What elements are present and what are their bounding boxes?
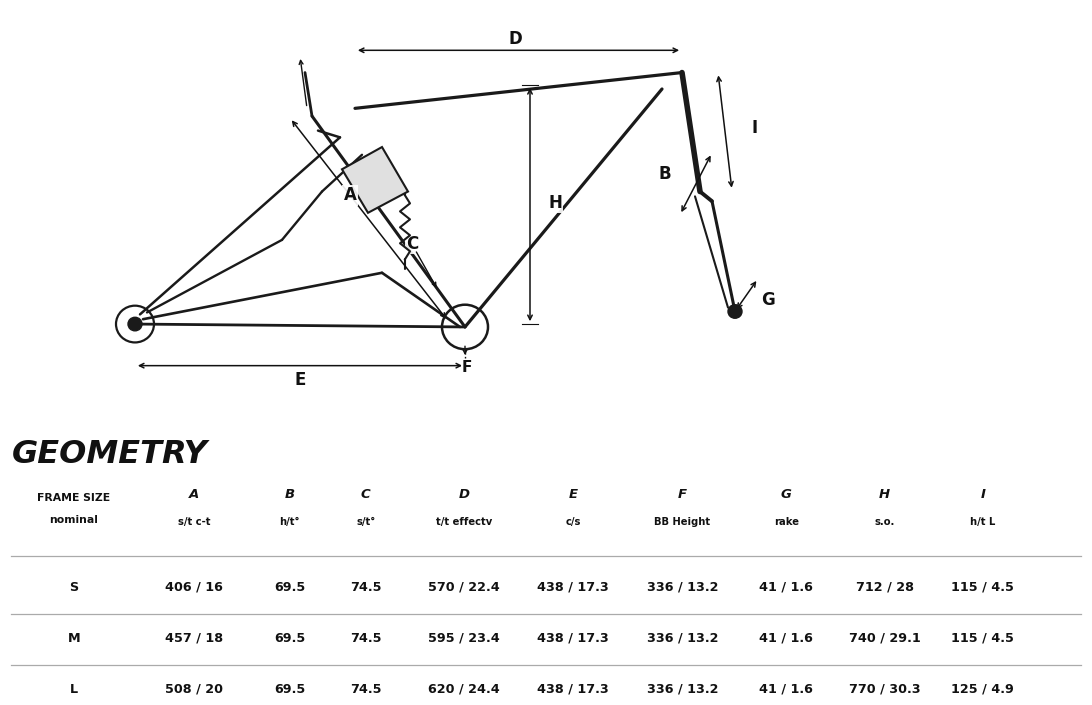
Text: 41 / 1.6: 41 / 1.6: [759, 581, 814, 594]
Text: D: D: [508, 30, 522, 48]
Text: 69.5: 69.5: [274, 632, 305, 645]
Text: s/t°: s/t°: [356, 517, 376, 527]
Text: G: G: [781, 488, 792, 501]
Text: C: C: [406, 235, 418, 253]
Text: 620 / 24.4: 620 / 24.4: [428, 683, 500, 696]
Text: GEOMETRY: GEOMETRY: [12, 439, 207, 470]
Text: M: M: [68, 632, 80, 645]
Text: 74.5: 74.5: [351, 581, 381, 594]
Text: 712 / 28: 712 / 28: [855, 581, 914, 594]
Text: 406 / 16: 406 / 16: [165, 581, 223, 594]
Text: t/t effectv: t/t effectv: [436, 517, 492, 527]
Text: L: L: [70, 683, 78, 696]
Text: H: H: [548, 194, 562, 212]
Text: 336 / 13.2: 336 / 13.2: [646, 683, 719, 696]
Text: h/t L: h/t L: [970, 517, 996, 527]
Text: B: B: [284, 488, 295, 501]
Text: 41 / 1.6: 41 / 1.6: [759, 683, 814, 696]
Text: 438 / 17.3: 438 / 17.3: [537, 632, 609, 645]
Text: 595 / 23.4: 595 / 23.4: [428, 632, 500, 645]
Text: s/t c-t: s/t c-t: [178, 517, 210, 527]
Text: B: B: [658, 165, 672, 183]
Text: 740 / 29.1: 740 / 29.1: [848, 632, 921, 645]
Text: BB Height: BB Height: [654, 517, 711, 527]
Text: 115 / 4.5: 115 / 4.5: [951, 581, 1014, 594]
Text: E: E: [295, 371, 306, 389]
Text: 41 / 1.6: 41 / 1.6: [759, 632, 814, 645]
Circle shape: [128, 317, 142, 331]
Text: 438 / 17.3: 438 / 17.3: [537, 683, 609, 696]
Text: 336 / 13.2: 336 / 13.2: [646, 632, 719, 645]
Text: s.o.: s.o.: [875, 517, 894, 527]
Text: 457 / 18: 457 / 18: [165, 632, 223, 645]
Text: 115 / 4.5: 115 / 4.5: [951, 632, 1014, 645]
Text: 438 / 17.3: 438 / 17.3: [537, 581, 609, 594]
Text: F: F: [462, 360, 472, 375]
Text: 69.5: 69.5: [274, 683, 305, 696]
Text: F: F: [678, 488, 687, 501]
Text: D: D: [459, 488, 470, 501]
Text: A: A: [344, 186, 356, 204]
Text: FRAME SIZE: FRAME SIZE: [37, 493, 110, 503]
Text: E: E: [569, 488, 578, 501]
Text: h/t°: h/t°: [280, 517, 299, 527]
Text: I: I: [752, 118, 758, 137]
Text: c/s: c/s: [566, 517, 581, 527]
Text: C: C: [361, 488, 370, 501]
Text: H: H: [879, 488, 890, 501]
Text: G: G: [761, 291, 775, 309]
Text: I: I: [981, 488, 985, 501]
Text: 336 / 13.2: 336 / 13.2: [646, 581, 719, 594]
Text: A: A: [189, 488, 199, 501]
Text: 570 / 22.4: 570 / 22.4: [428, 581, 500, 594]
Text: rake: rake: [774, 517, 798, 527]
Circle shape: [728, 305, 741, 318]
Text: nominal: nominal: [49, 515, 98, 525]
Text: 74.5: 74.5: [351, 632, 381, 645]
Text: 770 / 30.3: 770 / 30.3: [848, 683, 921, 696]
Text: 125 / 4.9: 125 / 4.9: [951, 683, 1014, 696]
Text: S: S: [69, 581, 79, 594]
Text: 69.5: 69.5: [274, 581, 305, 594]
Text: 74.5: 74.5: [351, 683, 381, 696]
Polygon shape: [342, 147, 408, 213]
Text: 508 / 20: 508 / 20: [165, 683, 223, 696]
